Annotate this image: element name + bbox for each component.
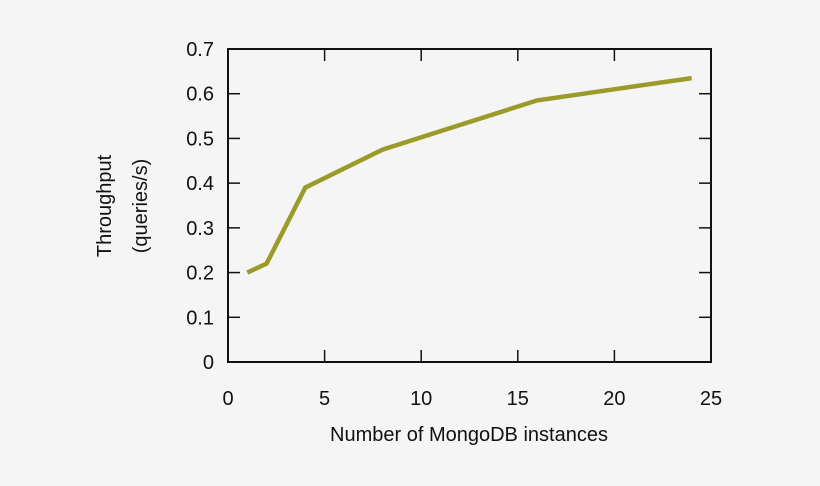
x-axis-title: Number of MongoDB instances (330, 424, 608, 446)
x-tick-label: 10 (410, 388, 432, 410)
y-tick-label: 0.3 (186, 218, 214, 240)
throughput-line (246, 75, 693, 275)
y-tick-label: 0.1 (186, 307, 214, 329)
plot-border (227, 48, 712, 363)
x-tick-label: 20 (603, 388, 625, 410)
y-tick-label: 0.6 (186, 84, 214, 106)
data-series (246, 75, 693, 275)
x-tick-label: 0 (222, 388, 233, 410)
y-tick-label: 0.2 (186, 263, 214, 285)
y-tick-label: 0.7 (186, 39, 214, 61)
y-axis-ticks: 0 0.1 0.2 0.3 0.4 0.5 0.6 0.7 (186, 39, 711, 374)
y-axis-title-line-2: (queries/s) (130, 159, 152, 253)
y-tick-label: 0.5 (186, 128, 214, 150)
x-tick-label: 15 (507, 388, 529, 410)
y-tick-label: 0 (203, 352, 214, 374)
y-axis-title: Throughput (queries/s) (94, 154, 152, 257)
plot-frame (227, 48, 712, 363)
y-tick-label: 0.4 (186, 173, 214, 195)
x-axis-ticks: 0 5 10 15 20 25 (222, 49, 722, 410)
y-axis-title-line-1: Throughput (94, 154, 116, 257)
x-tick-label: 5 (319, 388, 330, 410)
x-tick-label: 25 (700, 388, 722, 410)
